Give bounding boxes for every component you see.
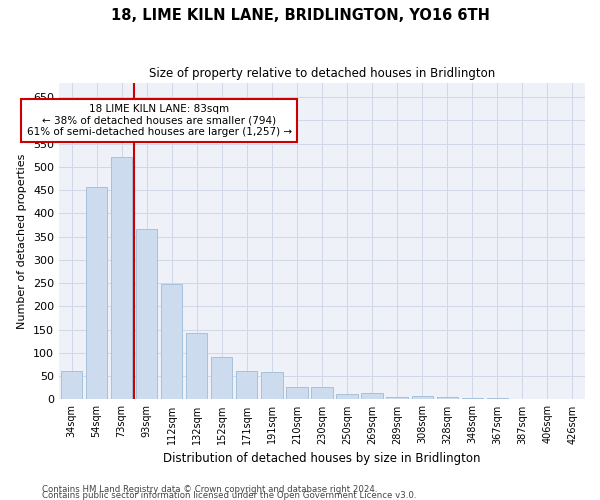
- Text: Contains HM Land Registry data © Crown copyright and database right 2024.: Contains HM Land Registry data © Crown c…: [42, 484, 377, 494]
- X-axis label: Distribution of detached houses by size in Bridlington: Distribution of detached houses by size …: [163, 452, 481, 465]
- Bar: [136, 229, 157, 400]
- Bar: [286, 387, 308, 400]
- Bar: [461, 398, 483, 400]
- Bar: [412, 396, 433, 400]
- Title: Size of property relative to detached houses in Bridlington: Size of property relative to detached ho…: [149, 68, 495, 80]
- Bar: [111, 157, 132, 400]
- Bar: [386, 396, 408, 400]
- Bar: [537, 398, 558, 400]
- Text: 18 LIME KILN LANE: 83sqm
← 38% of detached houses are smaller (794)
61% of semi-: 18 LIME KILN LANE: 83sqm ← 38% of detach…: [26, 104, 292, 137]
- Bar: [361, 394, 383, 400]
- Y-axis label: Number of detached properties: Number of detached properties: [17, 154, 28, 329]
- Bar: [186, 333, 208, 400]
- Bar: [61, 370, 82, 400]
- Text: Contains public sector information licensed under the Open Government Licence v3: Contains public sector information licen…: [42, 491, 416, 500]
- Bar: [337, 394, 358, 400]
- Text: 18, LIME KILN LANE, BRIDLINGTON, YO16 6TH: 18, LIME KILN LANE, BRIDLINGTON, YO16 6T…: [110, 8, 490, 22]
- Bar: [311, 387, 332, 400]
- Bar: [487, 398, 508, 400]
- Bar: [236, 371, 257, 400]
- Bar: [86, 188, 107, 400]
- Bar: [261, 372, 283, 400]
- Bar: [512, 398, 533, 400]
- Bar: [437, 397, 458, 400]
- Bar: [211, 357, 232, 400]
- Bar: [161, 284, 182, 400]
